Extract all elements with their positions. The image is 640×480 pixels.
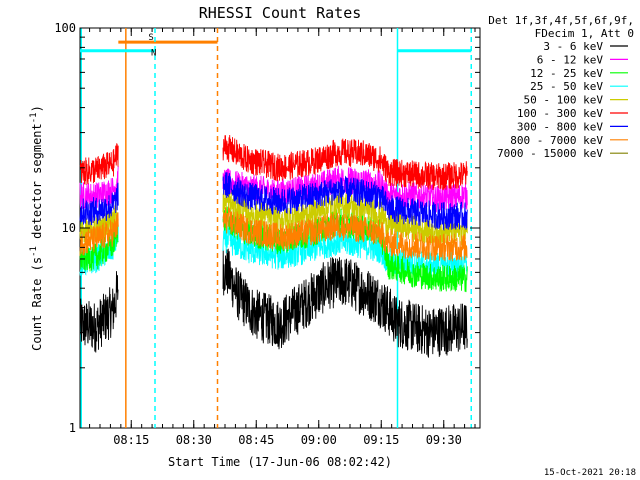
legend-label: 3 - 6 keV <box>543 40 603 53</box>
x-tick-label: 08:45 <box>238 433 274 447</box>
series-line <box>79 189 468 246</box>
legend-label: 300 - 800 keV <box>517 120 603 133</box>
legend-header-line-2: FDecim 1, Att 0 <box>535 27 634 40</box>
legend-label: 6 - 12 keV <box>537 53 604 66</box>
x-tick-label: 09:00 <box>301 433 337 447</box>
legend: Det 1f,3f,4f,5f,6f,9f, FDecim 1, Att 0 3… <box>488 14 634 160</box>
flag-bar-label: S <box>148 33 153 43</box>
timestamp: 15-Oct-2021 20:18 <box>544 468 636 478</box>
series-line <box>79 206 468 262</box>
flag-bar-label: N <box>151 49 156 59</box>
x-axis-label: Start Time (17-Jun-06 08:02:42) <box>168 455 392 469</box>
legend-header-line-1: Det 1f,3f,4f,5f,6f,9f, <box>488 14 634 27</box>
series-layer <box>79 134 468 358</box>
y-tick-label: 1 <box>69 421 76 435</box>
x-tick-label: 09:15 <box>363 433 399 447</box>
y-axis-label-exp1: -1 <box>29 246 39 257</box>
legend-label: 25 - 50 keV <box>530 80 603 93</box>
series-line <box>79 248 468 358</box>
legend-label: 100 - 300 keV <box>517 107 603 120</box>
y-axis-label-main: Count Rate (s <box>30 257 44 351</box>
y-axis-label-end: ) <box>30 105 44 112</box>
legend-label: 50 - 100 keV <box>524 94 604 107</box>
y-tick-label: 100 <box>54 21 76 35</box>
legend-label: 7000 - 15000 keV <box>497 147 603 160</box>
x-tick-label: 08:15 <box>113 433 149 447</box>
series-line <box>79 172 468 232</box>
y-axis-label: Count Rate (s-1 detector segment-1) <box>29 105 44 351</box>
series-line <box>79 134 468 191</box>
y-tick-label: 10 <box>62 221 76 235</box>
chart-title: RHESSI Count Rates <box>199 4 362 22</box>
y-axis-label-mid: detector segment <box>30 123 44 246</box>
legend-label: 800 - 7000 keV <box>510 134 603 147</box>
x-tick-label: 09:30 <box>426 433 462 447</box>
ticks-layer: 08:15 08:30 08:45 09:00 09:15 09:30 1 10 100 <box>54 21 480 447</box>
legend-label: 12 - 25 keV <box>530 67 603 80</box>
y-axis-label-exp2: -1 <box>29 112 39 123</box>
x-tick-label: 08:30 <box>176 433 212 447</box>
